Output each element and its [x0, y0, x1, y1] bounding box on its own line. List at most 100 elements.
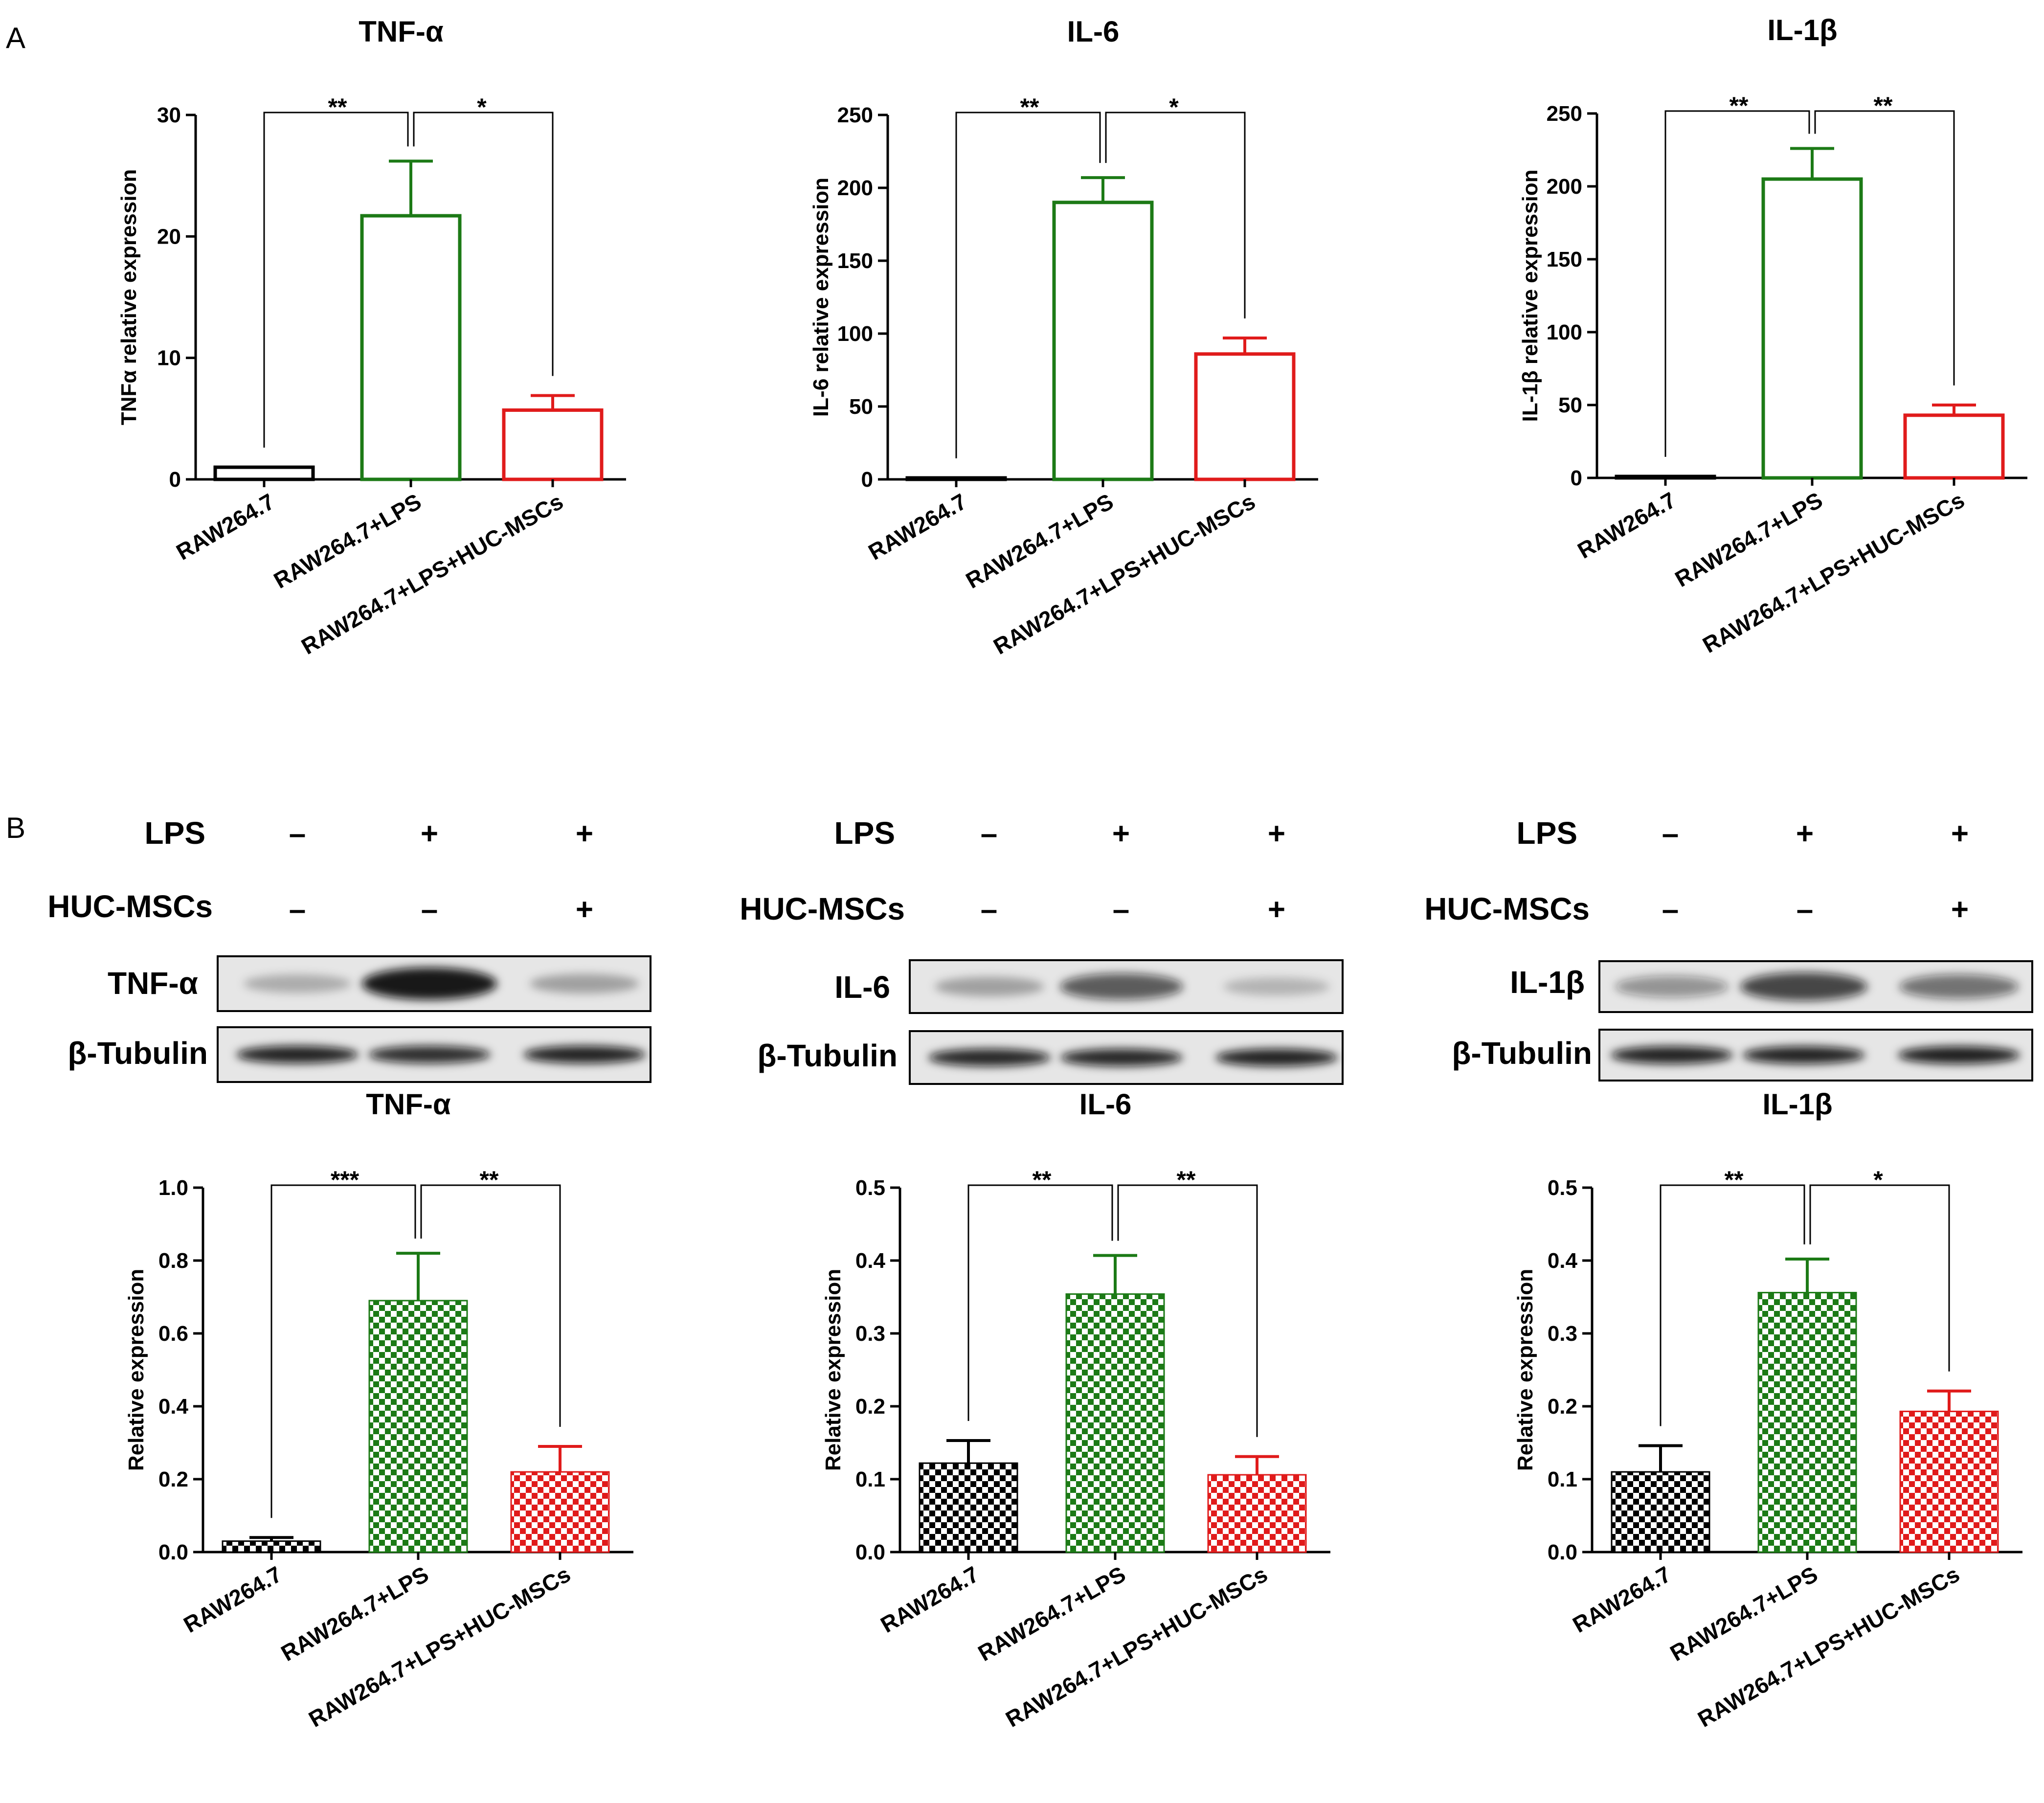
wb-lps-sign: + [1268, 817, 1285, 851]
wb-bands [928, 973, 1338, 1066]
wb-huc-sign: – [1662, 893, 1679, 926]
chart-title: IL-6 [1067, 15, 1120, 48]
wb-target-band [1899, 974, 2019, 999]
chart-a-il6: IL-6 IL-6 relative expression 0 50 100 150 200… [809, 15, 1318, 659]
significance-label: ** [1874, 92, 1893, 119]
y-tick-label: 0.6 [158, 1322, 188, 1346]
bar [1194, 352, 1296, 481]
wb-lps-sign: – [981, 817, 997, 851]
chart-a-il1b: IL-1β IL-1β relative expression 0 50 100 150 2… [1518, 14, 2027, 658]
y-tick-label: 200 [1547, 175, 1582, 199]
bar [222, 1540, 321, 1553]
y-axis-label: Relative expression [821, 1269, 845, 1471]
y-tick-label: 0.4 [855, 1249, 886, 1273]
wb-target-band [362, 968, 497, 1000]
wb-target-band [1223, 977, 1330, 996]
chart-a-tnf: TNF-α TNFα relative expression 0 10 20 30 RAW2… [117, 15, 626, 659]
bar [1611, 1471, 1710, 1553]
significance-label: ** [1177, 1166, 1196, 1194]
y-tick-label: 0.3 [855, 1322, 885, 1346]
western-blot-il6: LPS HUC-MSCs – + + – – + IL-6 β-Tubulin [740, 815, 1344, 1085]
y-axis-label: Relative expression [124, 1269, 148, 1471]
x-tick-label: RAW264.7+LPS+HUC-MSCs [989, 489, 1259, 659]
wb-lps-sign: + [1796, 817, 1814, 851]
wb-tubulin-band [1060, 1049, 1183, 1066]
significance-bracket [413, 112, 554, 376]
wb-tubulin-label: β-Tubulin [757, 1038, 898, 1073]
wb-lps-label: LPS [834, 815, 895, 851]
bar [1207, 1474, 1307, 1553]
x-tick-label: RAW264.7 [876, 1561, 983, 1638]
bar [1757, 1292, 1857, 1553]
wb-huc-sign: + [1268, 893, 1285, 926]
wb-huc-label: HUC-MSCs [740, 891, 905, 926]
x-tick-label: RAW264.7 [864, 489, 971, 565]
chart-b-il6: IL-6 Relative expression 0.0 0.1 0.2 0.3 0.4 0.… [821, 1088, 1330, 1732]
y-tick-label: 150 [1547, 248, 1582, 271]
y-tick-label: 0.2 [1548, 1395, 1577, 1419]
bar [905, 476, 1007, 481]
wb-lps-label: LPS [145, 815, 205, 851]
chart-title: IL-1β [1762, 1088, 1832, 1121]
significance-label: ** [1033, 1166, 1052, 1194]
significance-bracket [1660, 1184, 1805, 1426]
wb-tubulin-band [523, 1046, 646, 1063]
wb-huc-sign: – [1113, 893, 1129, 926]
bar [1761, 177, 1863, 480]
wb-huc-sign: + [576, 893, 593, 926]
significance-bracket [967, 1184, 1113, 1421]
y-axis-label: IL-6 relative expression [809, 178, 833, 417]
wb-lps-sign: + [421, 817, 438, 851]
y-tick-label: 250 [837, 103, 873, 127]
wb-tubulin-band [1743, 1046, 1865, 1064]
y-tick-label: 200 [837, 176, 873, 200]
bar [1903, 413, 2005, 480]
y-tick-label: 150 [837, 249, 873, 273]
wb-bands [1611, 972, 2020, 1064]
wb-tubulin-band [236, 1046, 359, 1063]
significance-bracket [1105, 112, 1246, 318]
wb-bands [236, 968, 646, 1063]
significance-bracket [955, 112, 1101, 459]
chart-title: IL-6 [1079, 1088, 1132, 1121]
wb-target-band [244, 974, 351, 993]
y-tick-label: 0.5 [855, 1176, 885, 1200]
bar [368, 1300, 468, 1553]
wb-target-band [1615, 976, 1729, 997]
western-blot-il1b: LPS HUC-MSCs – + + – – + IL-1β β-Tubulin [1424, 815, 2033, 1082]
bar [1615, 474, 1716, 480]
wb-lps-sign: + [1951, 817, 1969, 851]
y-tick-label: 10 [157, 346, 181, 370]
bar [1065, 1293, 1165, 1553]
panel-label-a: A [6, 22, 25, 54]
x-tick-label: RAW264.7 [1568, 1561, 1675, 1638]
wb-tubulin-label: β-Tubulin [1452, 1036, 1592, 1071]
wb-lps-label: LPS [1517, 815, 1577, 851]
significance-label: * [477, 93, 487, 121]
wb-tubulin-band [1611, 1046, 1733, 1064]
y-tick-label: 100 [1547, 320, 1582, 344]
wb-tubulin-band [1898, 1046, 2020, 1064]
wb-huc-sign: – [289, 893, 306, 926]
bar [1052, 201, 1154, 481]
wb-lps-sign: – [289, 817, 306, 851]
chart-b-il1b: IL-1β Relative expression 0.0 0.1 0.2 0.3 0.4 0… [1513, 1088, 2022, 1732]
wb-tubulin-label: β-Tubulin [67, 1036, 208, 1071]
chart-b-tnf: TNF-α Relative expression 0.0 0.2 0.4 0.6 0.8 1… [124, 1088, 633, 1732]
y-tick-label: 0.8 [158, 1249, 188, 1273]
wb-huc-sign: – [981, 893, 997, 926]
bar [213, 465, 315, 481]
wb-target-label: IL-6 [834, 969, 890, 1005]
y-axis-label: IL-1β relative expression [1518, 170, 1542, 422]
significance-label: * [1169, 93, 1179, 121]
wb-target-band [1060, 973, 1183, 1000]
y-tick-label: 0.0 [1548, 1540, 1577, 1564]
y-tick-label: 1.0 [158, 1176, 188, 1200]
y-tick-label: 0.1 [855, 1467, 885, 1491]
y-tick-label: 0.2 [855, 1395, 885, 1419]
y-tick-label: 0.1 [1548, 1467, 1577, 1491]
x-tick-label: RAW264.7+LPS+HUC-MSCs [1693, 1561, 1964, 1732]
significance-label: * [1873, 1166, 1883, 1194]
wb-lps-sign: – [1662, 817, 1679, 851]
y-tick-label: 0 [169, 468, 181, 492]
